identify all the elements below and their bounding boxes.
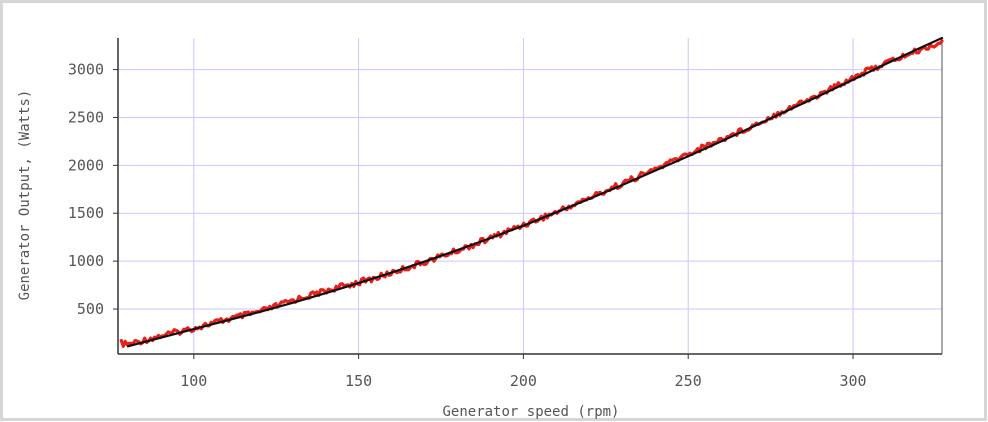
y-tick-label: 1500 (68, 204, 104, 222)
x-tick-label: 100 (180, 372, 207, 390)
grid (118, 38, 942, 354)
y-tick-label: 2500 (68, 108, 104, 126)
y-tick-label: 500 (77, 300, 104, 318)
x-tick-label: 200 (510, 372, 537, 390)
y-tick-label: 3000 (68, 61, 104, 79)
tick-labels: 100 150 200 250 300 500 1000 1500 2000 2500 3000 (68, 61, 867, 390)
y-tick-label: 2000 (68, 156, 104, 174)
x-axis-title: Generator speed (rpm) (442, 404, 619, 420)
series-layer (119, 36, 944, 348)
x-tick-label: 250 (675, 372, 702, 390)
fit-line (126, 36, 944, 348)
x-tick-label: 150 (345, 372, 372, 390)
measured-line (119, 39, 944, 348)
x-tick-label: 300 (839, 372, 866, 390)
y-tick-label: 1000 (68, 252, 104, 270)
axes (113, 38, 943, 359)
y-axis-title: Generator Output, (Watts) (17, 90, 33, 301)
